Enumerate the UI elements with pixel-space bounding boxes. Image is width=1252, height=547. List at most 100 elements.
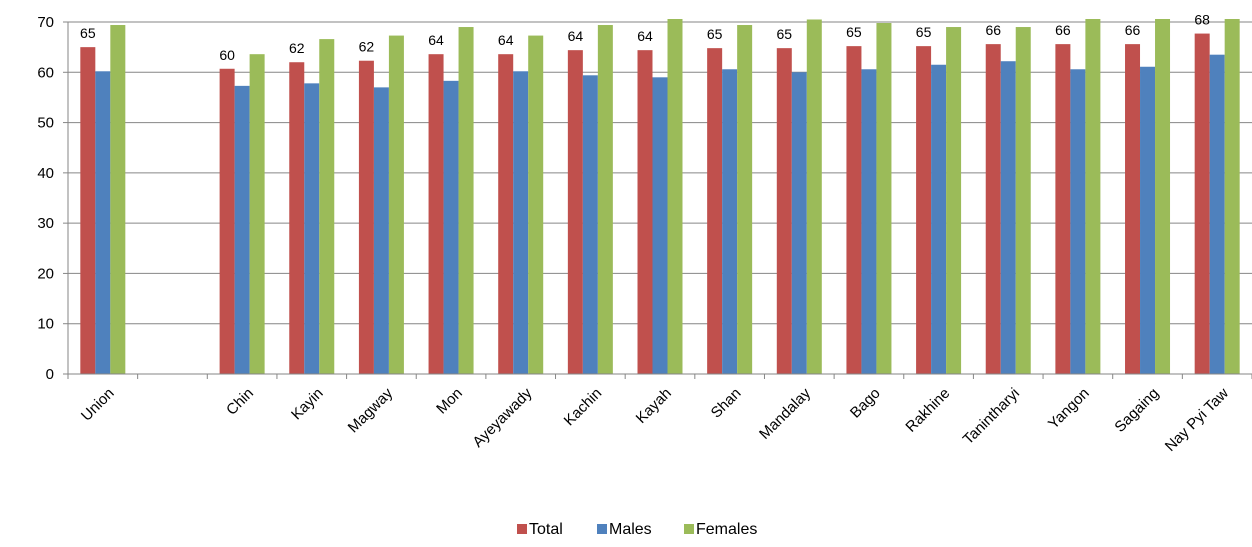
bar-total [985, 44, 1001, 375]
category-label: Kayin [288, 385, 327, 424]
data-label: 64 [428, 32, 444, 48]
bar-females [1155, 19, 1171, 374]
legend-swatch-total [517, 524, 527, 534]
bar-males [373, 87, 389, 374]
category-label: Kachin [561, 385, 605, 429]
bar-females [249, 54, 265, 374]
data-label: 65 [777, 26, 793, 42]
bar-total [358, 60, 374, 374]
data-label: 65 [80, 25, 96, 41]
bar-females [110, 25, 126, 374]
bar-males [931, 64, 947, 374]
category-label: Bago [847, 385, 884, 422]
data-label: 68 [1194, 12, 1210, 28]
data-label: 60 [219, 47, 235, 63]
data-label: 64 [637, 28, 653, 44]
bar-males [1209, 54, 1225, 374]
category-label: Chin [223, 385, 257, 419]
bars [80, 19, 1240, 375]
y-tick-label: 40 [37, 165, 54, 182]
bar-females [1224, 19, 1240, 374]
bar-total [498, 54, 514, 374]
bar-males [1000, 61, 1016, 374]
bar-females [528, 35, 544, 374]
data-label: 64 [498, 32, 514, 48]
bar-total [1125, 44, 1141, 375]
data-label: 65 [707, 26, 723, 42]
category-label: Kayah [633, 385, 675, 427]
bar-total [846, 46, 862, 374]
data-label: 65 [916, 24, 932, 40]
data-labels: 65 60 62 62 64 64 64 64 65 65 65 65 66 66 66 68 [80, 12, 1210, 63]
legend-label-total: Total [529, 521, 563, 538]
legend-swatch-females [684, 524, 694, 534]
y-tick-label: 30 [37, 215, 54, 232]
bar-total [219, 68, 235, 374]
bar-males [1140, 66, 1156, 375]
bar-total [916, 46, 932, 374]
category-label: Mon [433, 385, 466, 418]
category-label: Ayeyawady [469, 384, 535, 450]
data-label: 62 [359, 39, 375, 55]
data-label: 66 [985, 22, 1001, 38]
bar-total [637, 50, 653, 374]
category-label: Yangon [1045, 385, 1093, 433]
axes [67, 22, 1252, 379]
legend: Total Males Females [517, 521, 757, 538]
bar-females [667, 19, 683, 374]
category-labels: Union Chin Kayin Magway Mon Ayeyawady Kachin Ka… [78, 384, 1232, 455]
bar-females [1085, 19, 1101, 374]
y-axis-ticks: 0 10 20 30 40 50 60 70 [37, 14, 68, 383]
y-tick-label: 60 [37, 64, 54, 81]
category-label: Sagaing [1111, 385, 1162, 436]
category-label: Shan [708, 385, 745, 422]
data-label: 62 [289, 40, 305, 56]
legend-label-males: Males [609, 521, 652, 538]
bar-males [234, 85, 250, 374]
bar-total [428, 54, 444, 374]
bar-females [597, 25, 613, 374]
bar-total [567, 50, 583, 374]
bar-males [582, 75, 598, 374]
legend-label-females: Females [696, 521, 757, 538]
bar-total [1194, 33, 1210, 375]
legend-swatch-males [597, 524, 607, 534]
bar-males [443, 80, 459, 374]
bar-males [791, 72, 807, 375]
y-tick-label: 70 [37, 14, 54, 31]
bar-total [707, 48, 723, 375]
category-label: Rakhine [902, 385, 953, 436]
category-label: Mandalay [756, 384, 814, 442]
bar-total [289, 62, 305, 374]
y-tick-label: 50 [37, 115, 54, 132]
category-label: Magway [345, 384, 397, 436]
bar-males [304, 83, 320, 374]
category-label: Nay Pyi Taw [1162, 385, 1232, 455]
y-tick-label: 20 [37, 265, 54, 282]
bar-total [776, 48, 792, 375]
bar-females [946, 27, 962, 375]
bar-females [806, 19, 822, 374]
bar-males [95, 71, 111, 374]
bar-males [513, 71, 529, 374]
data-label: 64 [568, 28, 584, 44]
bar-females [319, 39, 335, 375]
bar-males [861, 69, 877, 375]
category-label: Tanintharyi [960, 385, 1023, 448]
y-tick-label: 10 [37, 316, 54, 333]
data-label: 66 [1055, 22, 1071, 38]
data-label: 65 [846, 24, 862, 40]
y-tick-label: 0 [46, 366, 54, 383]
bar-total [1055, 44, 1071, 375]
bar-females [388, 35, 404, 374]
bar-females [876, 23, 892, 375]
bar-males [1070, 69, 1086, 375]
bar-males [652, 77, 668, 375]
category-label: Union [78, 385, 118, 425]
bar-females [458, 27, 474, 375]
bar-total [80, 47, 96, 375]
bar-males [722, 69, 738, 375]
bar-females [1015, 27, 1031, 375]
